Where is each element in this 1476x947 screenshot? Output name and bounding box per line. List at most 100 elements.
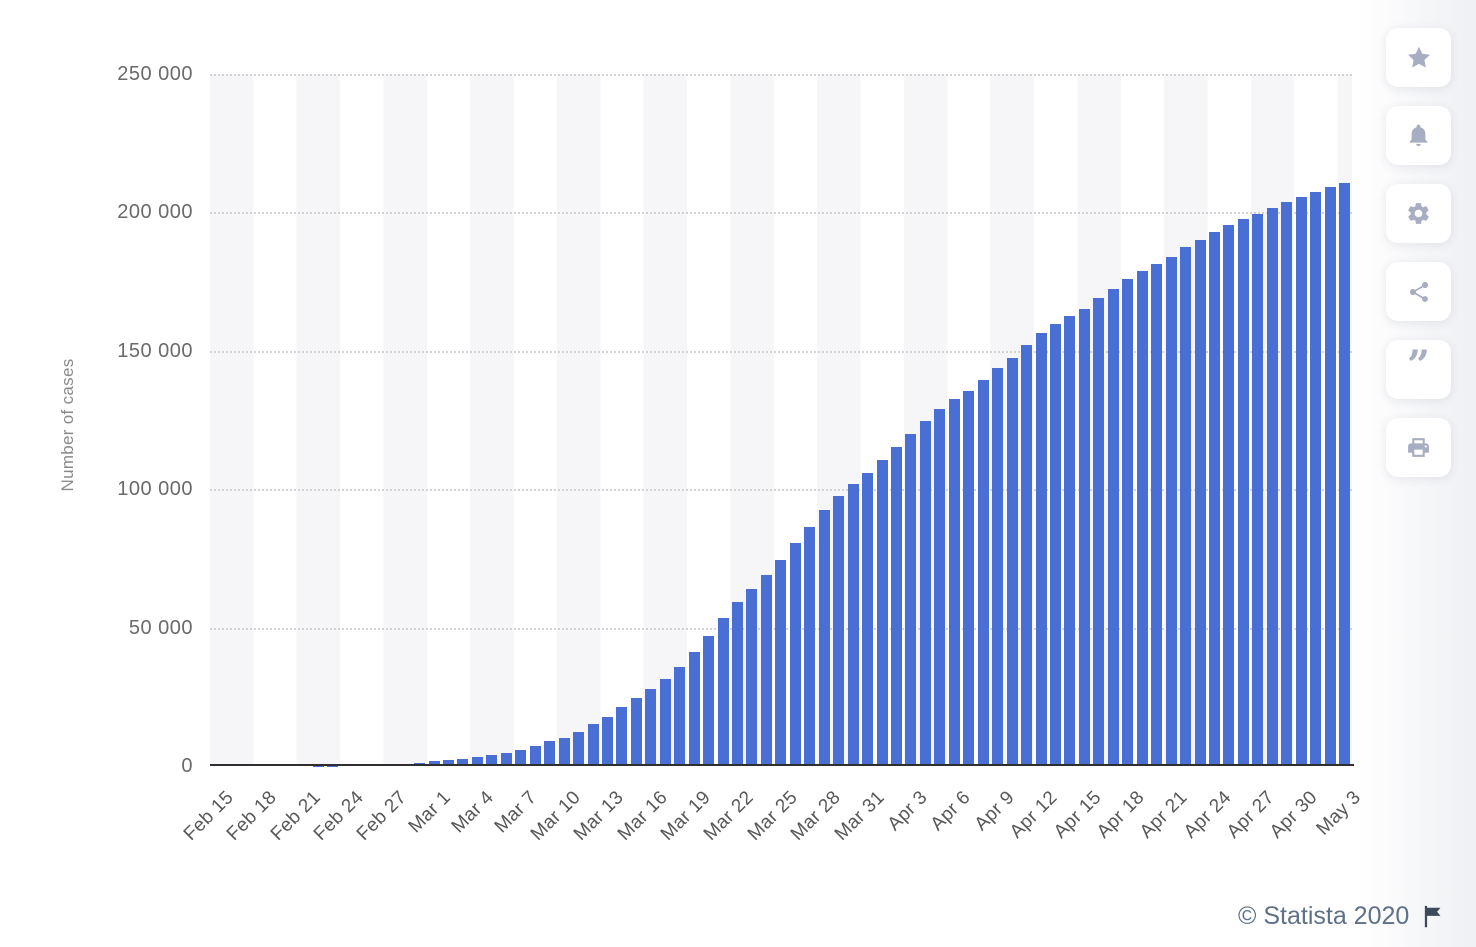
- bar[interactable]: [515, 749, 527, 766]
- bar[interactable]: [601, 717, 613, 766]
- bar[interactable]: [948, 399, 960, 766]
- bar[interactable]: [573, 731, 585, 766]
- bar[interactable]: [1093, 298, 1105, 766]
- bar-slot: [1222, 74, 1236, 766]
- bar-slot: [1280, 74, 1294, 766]
- bar[interactable]: [1064, 316, 1076, 766]
- bar[interactable]: [833, 495, 845, 766]
- bar[interactable]: [703, 635, 715, 766]
- favorite-button[interactable]: [1386, 28, 1451, 87]
- bar[interactable]: [746, 589, 758, 766]
- bar[interactable]: [471, 757, 483, 766]
- notifications-button[interactable]: [1386, 106, 1451, 165]
- bar[interactable]: [1310, 191, 1322, 766]
- share-icon: [1407, 280, 1431, 304]
- y-axis-title: Number of cases: [58, 358, 77, 492]
- bar[interactable]: [529, 745, 541, 766]
- bar[interactable]: [804, 526, 816, 766]
- bar-slot: [615, 74, 629, 766]
- bar[interactable]: [789, 542, 801, 766]
- bar[interactable]: [1324, 186, 1336, 766]
- bar[interactable]: [1266, 208, 1278, 766]
- bar-slot: [947, 74, 961, 766]
- bar[interactable]: [1339, 182, 1351, 766]
- bar[interactable]: [876, 459, 888, 766]
- bar-slot: [1337, 74, 1351, 766]
- bar[interactable]: [919, 421, 931, 766]
- bar[interactable]: [1078, 308, 1090, 766]
- bar[interactable]: [1237, 218, 1249, 766]
- y-tick-label: 0: [181, 755, 193, 777]
- bar[interactable]: [760, 574, 772, 766]
- bar-slot: [282, 74, 296, 766]
- bar[interactable]: [717, 617, 729, 766]
- bar-slot: [817, 74, 831, 766]
- bar[interactable]: [630, 697, 642, 766]
- bar[interactable]: [442, 760, 454, 766]
- bar[interactable]: [847, 484, 859, 766]
- bar[interactable]: [659, 678, 671, 766]
- footer: © Statista 2020: [1238, 902, 1446, 931]
- bar[interactable]: [905, 434, 917, 766]
- bar[interactable]: [1151, 264, 1163, 766]
- bar[interactable]: [1050, 324, 1061, 766]
- bar[interactable]: [1136, 270, 1148, 766]
- bar[interactable]: [862, 473, 874, 766]
- bar[interactable]: [992, 368, 1004, 766]
- bar[interactable]: [1295, 197, 1307, 766]
- bar-slot: [557, 74, 571, 766]
- star-icon: [1406, 45, 1432, 71]
- bar[interactable]: [977, 380, 989, 766]
- bar-slot: [1077, 74, 1091, 766]
- bar[interactable]: [1006, 357, 1018, 766]
- bar[interactable]: [1035, 333, 1047, 766]
- bar-slot: [1034, 74, 1048, 766]
- bar[interactable]: [674, 667, 686, 766]
- bar[interactable]: [500, 753, 512, 766]
- bar[interactable]: [1194, 240, 1206, 766]
- bar-slot: [1135, 74, 1149, 766]
- quote-icon: ”: [1406, 341, 1430, 389]
- bar[interactable]: [558, 737, 570, 766]
- bar-slot: [673, 74, 687, 766]
- bar[interactable]: [1165, 256, 1177, 766]
- bar[interactable]: [1180, 247, 1192, 766]
- bar-slot: [600, 74, 614, 766]
- share-button[interactable]: [1386, 262, 1451, 321]
- bar[interactable]: [1021, 344, 1033, 766]
- bar[interactable]: [486, 755, 498, 766]
- bar[interactable]: [616, 707, 628, 766]
- bar[interactable]: [1281, 202, 1293, 766]
- cite-button[interactable]: ”: [1386, 340, 1451, 399]
- bar[interactable]: [818, 510, 830, 766]
- bar[interactable]: [587, 724, 599, 766]
- bar[interactable]: [891, 447, 903, 766]
- bar[interactable]: [645, 688, 657, 766]
- bar[interactable]: [934, 409, 946, 766]
- bar-slot: [514, 74, 528, 766]
- print-button[interactable]: [1386, 418, 1451, 477]
- bar[interactable]: [688, 652, 700, 766]
- bar-slot: [990, 74, 1004, 766]
- bar[interactable]: [963, 390, 975, 766]
- bar-slot: [976, 74, 990, 766]
- bar[interactable]: [1122, 279, 1134, 766]
- bar[interactable]: [457, 759, 469, 766]
- bar[interactable]: [1208, 231, 1220, 766]
- bell-icon: [1406, 123, 1431, 148]
- bar-slot: [1063, 74, 1077, 766]
- y-tick-label: 100 000: [117, 478, 193, 501]
- bar[interactable]: [1252, 214, 1264, 766]
- bar[interactable]: [1223, 225, 1235, 766]
- bar[interactable]: [544, 740, 556, 766]
- bar[interactable]: [428, 761, 440, 766]
- bar-slot: [485, 74, 499, 766]
- bar[interactable]: [1107, 288, 1119, 766]
- settings-button[interactable]: [1386, 184, 1451, 243]
- bar-slot: [210, 74, 224, 766]
- bar-slot: [1178, 74, 1192, 766]
- y-tick-label: 150 000: [117, 339, 193, 362]
- bar-slot: [1121, 74, 1135, 766]
- bar[interactable]: [775, 560, 787, 766]
- bar[interactable]: [732, 602, 744, 766]
